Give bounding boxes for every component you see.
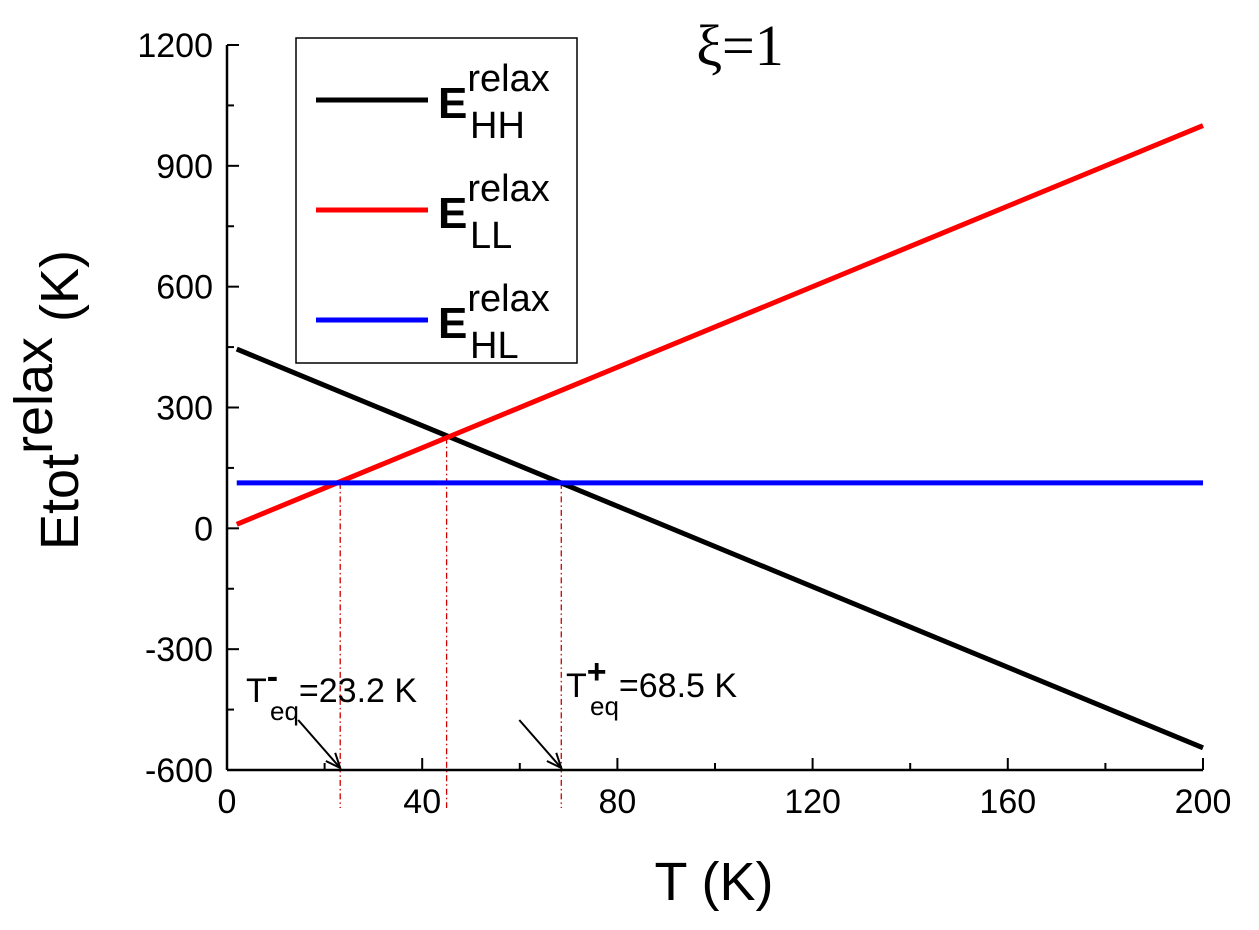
x-tick-label: 200 <box>1175 783 1232 821</box>
annotations: T-eq=23.2 K T+ eq=68.5 K <box>246 653 737 770</box>
annotation-arrow <box>297 719 341 769</box>
x-tick-label: 40 <box>403 783 441 821</box>
x-axis-title: T (K) <box>655 852 774 912</box>
annotation-arrow <box>518 719 563 769</box>
x-ticks: 0 40 80 120 160 200 <box>218 758 1232 821</box>
y-axis-title: Etotrelax (K) <box>4 250 90 550</box>
y-tick-label: 1200 <box>137 27 213 65</box>
annotation-arrowhead <box>546 752 563 770</box>
annotation-label: T+ eq=68.5 K <box>566 653 737 721</box>
x-tick-label: 80 <box>598 783 636 821</box>
y-ticks: -600 -300 0 300 600 900 1200 <box>137 27 239 790</box>
y-tick-label: 900 <box>156 148 213 186</box>
chart-title: ξ=1 <box>696 13 784 78</box>
x-tick-label: 120 <box>784 783 841 821</box>
legend-label-hl: Erelax HL <box>438 278 550 367</box>
legend: Erelax HH Erelax LL Erelax HL <box>295 37 578 367</box>
y-axis-title-unit: (K) <box>30 250 90 337</box>
series-line-ll <box>235 123 1204 527</box>
y-tick-label: -300 <box>145 631 213 669</box>
annotation-arrowhead <box>325 752 342 770</box>
y-tick-label: 600 <box>156 269 213 307</box>
y-tick-label: 300 <box>156 390 213 428</box>
legend-box <box>295 37 578 364</box>
legend-label-hh: Erelax HH <box>438 58 550 147</box>
legend-label-ll: Erelax LL <box>438 168 550 257</box>
reference-lines <box>339 437 562 808</box>
y-tick-label: 0 <box>194 510 213 548</box>
y-axis-title-superscript: relax <box>4 337 64 454</box>
x-tick-label: 160 <box>979 783 1036 821</box>
y-tick-label: -600 <box>145 752 213 790</box>
y-axis-title-main: Etot <box>30 454 90 550</box>
series-lines <box>235 123 1204 751</box>
x-tick-label: 0 <box>218 783 237 821</box>
series-line-hh <box>235 346 1204 751</box>
annotation-label: T-eq=23.2 K <box>246 658 417 726</box>
